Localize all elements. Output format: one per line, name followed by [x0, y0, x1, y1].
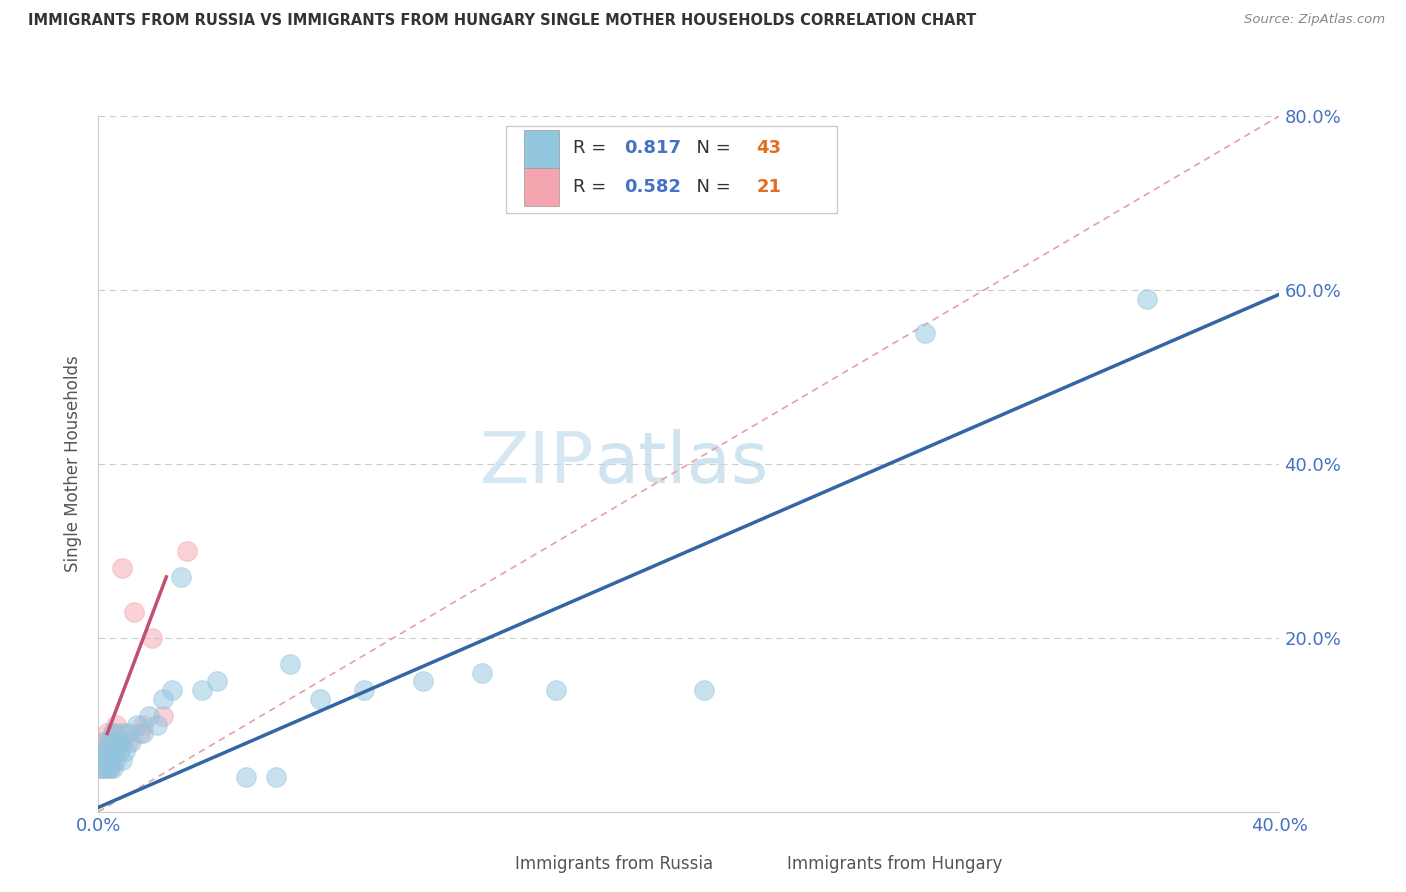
Point	[235, 770, 257, 784]
Point	[105, 735, 128, 749]
Point	[90, 761, 112, 775]
Point	[132, 726, 155, 740]
Point	[278, 657, 302, 671]
Point	[353, 683, 375, 698]
Point	[146, 717, 169, 731]
Point	[132, 717, 155, 731]
Point	[105, 744, 128, 758]
Text: N =: N =	[685, 178, 737, 195]
Point	[93, 735, 115, 749]
Point	[108, 735, 131, 749]
Point	[93, 735, 115, 749]
Point	[103, 726, 125, 740]
Text: 0.582: 0.582	[624, 178, 681, 195]
Text: 0.817: 0.817	[624, 139, 681, 157]
Point	[114, 726, 136, 740]
Text: ZIP: ZIP	[479, 429, 595, 499]
Point	[93, 744, 115, 758]
Point	[103, 761, 125, 775]
Point	[96, 726, 118, 740]
Point	[108, 744, 131, 758]
Point	[105, 753, 128, 767]
Point	[191, 683, 214, 698]
Point	[138, 709, 160, 723]
Point	[108, 726, 131, 740]
Point	[693, 683, 716, 698]
Bar	[748, 850, 778, 878]
Point	[125, 717, 148, 731]
Text: N =: N =	[685, 139, 737, 157]
Point	[105, 717, 128, 731]
Bar	[523, 168, 560, 206]
Point	[114, 744, 136, 758]
Point	[96, 744, 118, 758]
Point	[98, 753, 121, 767]
Point	[471, 665, 494, 680]
Point	[96, 753, 118, 767]
Point	[93, 753, 115, 767]
Point	[90, 753, 112, 767]
Text: 21: 21	[756, 178, 782, 195]
Point	[120, 735, 142, 749]
Point	[93, 761, 115, 775]
Point	[96, 744, 118, 758]
Text: 43: 43	[756, 139, 782, 157]
Point	[205, 674, 228, 689]
Text: Immigrants from Hungary: Immigrants from Hungary	[787, 855, 1002, 873]
Point	[914, 326, 936, 341]
Bar	[523, 129, 560, 168]
Text: R =: R =	[574, 178, 612, 195]
Point	[264, 770, 287, 784]
Text: atlas: atlas	[595, 429, 769, 499]
Point	[141, 631, 163, 645]
Point	[117, 735, 139, 749]
Text: Source: ZipAtlas.com: Source: ZipAtlas.com	[1244, 13, 1385, 27]
Point	[170, 570, 193, 584]
Point	[90, 761, 112, 775]
Text: IMMIGRANTS FROM RUSSIA VS IMMIGRANTS FROM HUNGARY SINGLE MOTHER HOUSEHOLDS CORRE: IMMIGRANTS FROM RUSSIA VS IMMIGRANTS FRO…	[28, 13, 976, 29]
Text: R =: R =	[574, 139, 612, 157]
Point	[111, 753, 134, 767]
Point	[152, 709, 174, 723]
Point	[103, 744, 125, 758]
Point	[103, 753, 125, 767]
Point	[128, 726, 150, 740]
Point	[117, 726, 139, 740]
Point	[111, 561, 134, 575]
Point	[412, 674, 434, 689]
Point	[162, 683, 183, 698]
Point	[98, 761, 121, 775]
Point	[111, 735, 134, 749]
Point	[546, 683, 568, 698]
Text: Immigrants from Russia: Immigrants from Russia	[516, 855, 713, 873]
Point	[103, 726, 125, 740]
Y-axis label: Single Mother Households: Single Mother Households	[65, 356, 83, 572]
Point	[176, 543, 198, 558]
Point	[98, 735, 121, 749]
Point	[309, 691, 332, 706]
Bar	[477, 850, 506, 878]
Point	[122, 605, 145, 619]
Point	[152, 691, 174, 706]
FancyBboxPatch shape	[506, 127, 837, 213]
Point	[96, 761, 118, 775]
Point	[98, 761, 121, 775]
Point	[90, 744, 112, 758]
Point	[1135, 292, 1157, 306]
